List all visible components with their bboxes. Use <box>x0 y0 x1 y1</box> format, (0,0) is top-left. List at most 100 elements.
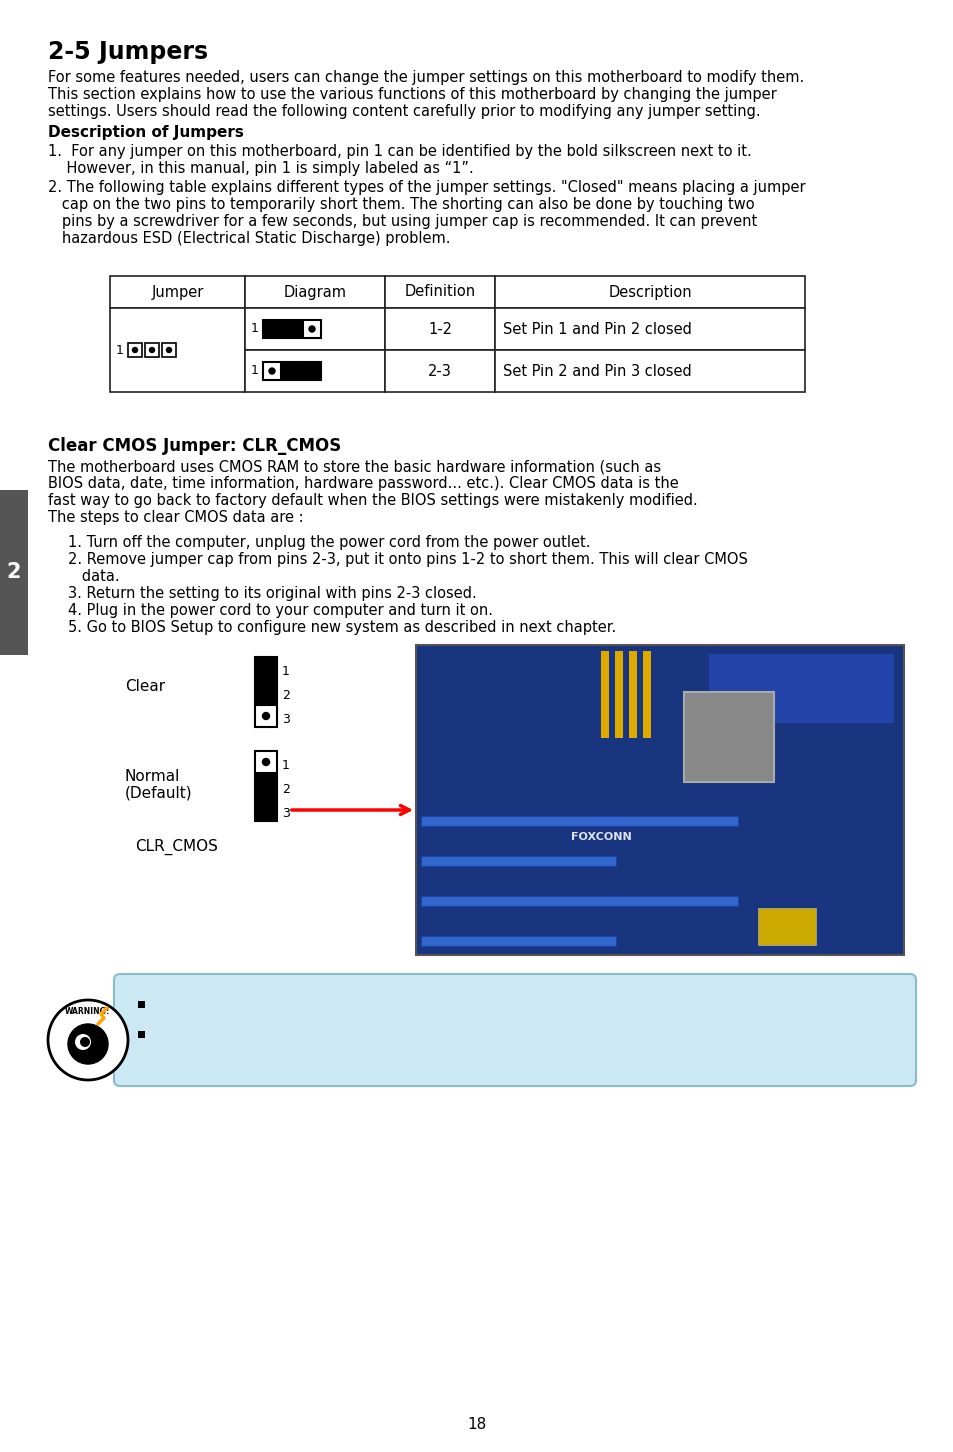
Circle shape <box>150 347 154 353</box>
Text: 3: 3 <box>282 713 290 726</box>
Circle shape <box>262 758 269 765</box>
Text: Set Pin 2 and Pin 3 closed: Set Pin 2 and Pin 3 closed <box>502 363 691 379</box>
Text: However, in this manual, pin 1 is simply labeled as “1”.: However, in this manual, pin 1 is simply… <box>48 161 474 176</box>
Bar <box>495 308 804 350</box>
Bar <box>420 855 616 865</box>
Text: FOXCONN: FOXCONN <box>571 832 631 842</box>
Text: 5. Go to BIOS Setup to configure new system as described in next chapter.: 5. Go to BIOS Setup to configure new sys… <box>68 620 616 635</box>
Bar <box>283 319 301 338</box>
Text: 2: 2 <box>282 783 290 796</box>
Bar <box>642 650 651 738</box>
Text: Definition: Definition <box>404 285 475 299</box>
Text: 2: 2 <box>7 562 21 582</box>
Text: 2-3: 2-3 <box>428 363 452 379</box>
Circle shape <box>262 713 269 720</box>
Circle shape <box>75 1034 91 1050</box>
Circle shape <box>132 347 137 353</box>
Text: WARNING!: WARNING! <box>65 1008 111 1016</box>
Text: BIOS data, date, time information, hardware password... etc.). Clear CMOS data i: BIOS data, date, time information, hardw… <box>48 476 678 491</box>
Circle shape <box>48 1000 128 1080</box>
Circle shape <box>309 327 314 333</box>
Bar <box>263 319 281 338</box>
Bar <box>600 650 609 738</box>
Bar <box>254 706 276 727</box>
Text: (Default): (Default) <box>125 786 193 802</box>
Bar <box>385 308 495 350</box>
Text: 1.  For any jumper on this motherboard, pin 1 can be identified by the bold silk: 1. For any jumper on this motherboard, p… <box>48 144 751 160</box>
Text: The motherboard uses CMOS RAM to store the basic hardware information (such as: The motherboard uses CMOS RAM to store t… <box>48 459 660 473</box>
Circle shape <box>68 1024 108 1064</box>
Bar <box>263 362 281 380</box>
Bar <box>629 650 637 738</box>
Circle shape <box>80 1037 90 1047</box>
Text: hazardous ESD (Electrical Static Discharge) problem.: hazardous ESD (Electrical Static Dischar… <box>48 231 450 245</box>
Text: Description: Description <box>608 285 691 299</box>
Text: data.: data. <box>68 569 119 584</box>
Bar <box>420 816 738 826</box>
Text: 2. The following table explains different types of the jumper settings. "Closed": 2. The following table explains differen… <box>48 180 804 195</box>
Bar <box>138 1000 145 1008</box>
Text: Clear CMOS Jumper: CLR_CMOS: Clear CMOS Jumper: CLR_CMOS <box>48 437 341 454</box>
Text: fast way to go back to factory default when the BIOS settings were mistakenly mo: fast way to go back to factory default w… <box>48 494 697 508</box>
Text: Normal: Normal <box>125 770 180 784</box>
Bar <box>303 362 320 380</box>
Text: Jumper: Jumper <box>152 285 204 299</box>
Text: 1: 1 <box>282 759 290 772</box>
Text: 3. Return the setting to its original with pins 2-3 closed.: 3. Return the setting to its original wi… <box>68 587 476 601</box>
Circle shape <box>269 367 274 375</box>
Bar <box>162 343 175 357</box>
Circle shape <box>167 347 172 353</box>
Bar <box>254 681 276 703</box>
Bar <box>683 691 774 781</box>
Text: 2-5 Jumpers: 2-5 Jumpers <box>48 41 208 64</box>
Text: 1: 1 <box>251 322 258 335</box>
Text: Description of Jumpers: Description of Jumpers <box>48 125 244 139</box>
Bar <box>128 343 142 357</box>
Bar <box>708 655 893 723</box>
Text: CLR_CMOS: CLR_CMOS <box>135 839 217 855</box>
Text: 1: 1 <box>251 364 258 378</box>
Text: 18: 18 <box>467 1417 486 1432</box>
Text: 1. Turn off the computer, unplug the power cord from the power outlet.: 1. Turn off the computer, unplug the pow… <box>68 534 590 550</box>
Bar <box>495 350 804 392</box>
Text: 1: 1 <box>282 665 290 678</box>
Bar <box>283 362 301 380</box>
Text: 2. Remove jumper cap from pins 2-3, put it onto pins 1-2 to short them. This wil: 2. Remove jumper cap from pins 2-3, put … <box>68 552 747 566</box>
FancyBboxPatch shape <box>113 974 915 1086</box>
Text: pins by a screwdriver for a few seconds, but using jumper cap is recommended. It: pins by a screwdriver for a few seconds,… <box>48 213 757 229</box>
Bar <box>385 276 495 308</box>
Bar <box>254 751 276 772</box>
Text: 3: 3 <box>282 807 290 820</box>
Text: 4. Plug in the power cord to your computer and turn it on.: 4. Plug in the power cord to your comput… <box>68 603 493 619</box>
Bar <box>385 350 495 392</box>
Text: For some features needed, users can change the jumper settings on this motherboa: For some features needed, users can chan… <box>48 70 803 86</box>
Bar <box>254 775 276 797</box>
Bar <box>145 343 159 357</box>
Text: Diagram: Diagram <box>283 285 346 299</box>
Text: The steps to clear CMOS data are :: The steps to clear CMOS data are : <box>48 510 303 526</box>
Bar <box>420 896 738 906</box>
Bar <box>495 276 804 308</box>
Text: cap on the two pins to temporarily short them. The shorting can also be done by : cap on the two pins to temporarily short… <box>48 197 754 212</box>
Text: 1: 1 <box>116 344 124 357</box>
Bar <box>245 276 385 308</box>
Text: settings. Users should read the following content carefully prior to modifying a: settings. Users should read the followin… <box>48 105 760 119</box>
Text: 1-2: 1-2 <box>428 321 452 337</box>
Bar <box>757 908 816 945</box>
Bar <box>138 1031 145 1038</box>
Text: This section explains how to use the various functions of this motherboard by ch: This section explains how to use the var… <box>48 87 776 102</box>
Bar <box>416 645 903 955</box>
Text: Do not clear the CMOS while the system is turned on.: Do not clear the CMOS while the system i… <box>152 1031 545 1045</box>
Bar <box>245 308 385 350</box>
Bar <box>245 350 385 392</box>
Text: 2: 2 <box>282 690 290 701</box>
Text: Set Pin 1 and Pin 2 closed: Set Pin 1 and Pin 2 closed <box>502 321 691 337</box>
Bar <box>0 489 28 655</box>
Bar <box>254 799 276 820</box>
Bar <box>420 935 616 945</box>
Bar <box>615 650 623 738</box>
Bar <box>110 276 245 308</box>
Text: Clear: Clear <box>125 680 165 694</box>
Text: Disconnect the power cable before adjusting the jumper settings.: Disconnect the power cable before adjust… <box>152 1000 634 1016</box>
Bar <box>110 308 245 392</box>
